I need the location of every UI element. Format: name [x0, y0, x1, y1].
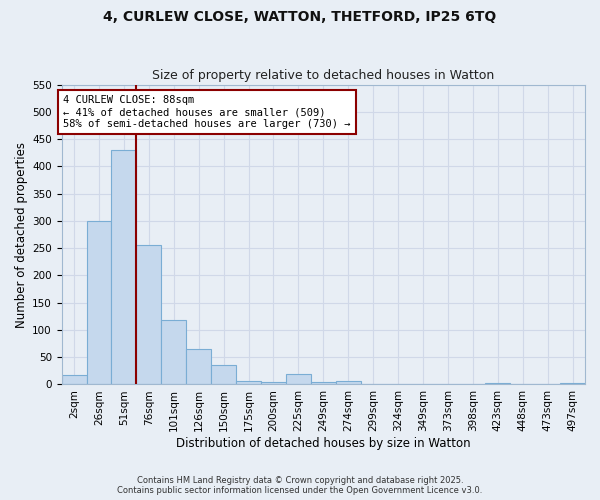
Bar: [236, 380, 261, 384]
Text: 4 CURLEW CLOSE: 88sqm
← 41% of detached houses are smaller (509)
58% of semi-det: 4 CURLEW CLOSE: 88sqm ← 41% of detached …: [63, 96, 350, 128]
Bar: [86, 221, 112, 384]
X-axis label: Distribution of detached houses by size in Watton: Distribution of detached houses by size …: [176, 437, 470, 450]
Text: 4, CURLEW CLOSE, WATTON, THETFORD, IP25 6TQ: 4, CURLEW CLOSE, WATTON, THETFORD, IP25 …: [103, 10, 497, 24]
Bar: [62, 374, 86, 384]
Bar: [211, 366, 236, 384]
Text: Contains HM Land Registry data © Crown copyright and database right 2025.
Contai: Contains HM Land Registry data © Crown c…: [118, 476, 482, 495]
Bar: [336, 380, 361, 384]
Bar: [311, 382, 336, 384]
Bar: [186, 349, 211, 384]
Bar: [286, 374, 311, 384]
Bar: [161, 320, 186, 384]
Y-axis label: Number of detached properties: Number of detached properties: [15, 142, 28, 328]
Bar: [560, 383, 585, 384]
Bar: [485, 383, 510, 384]
Bar: [261, 382, 286, 384]
Bar: [136, 246, 161, 384]
Title: Size of property relative to detached houses in Watton: Size of property relative to detached ho…: [152, 69, 494, 82]
Bar: [112, 150, 136, 384]
